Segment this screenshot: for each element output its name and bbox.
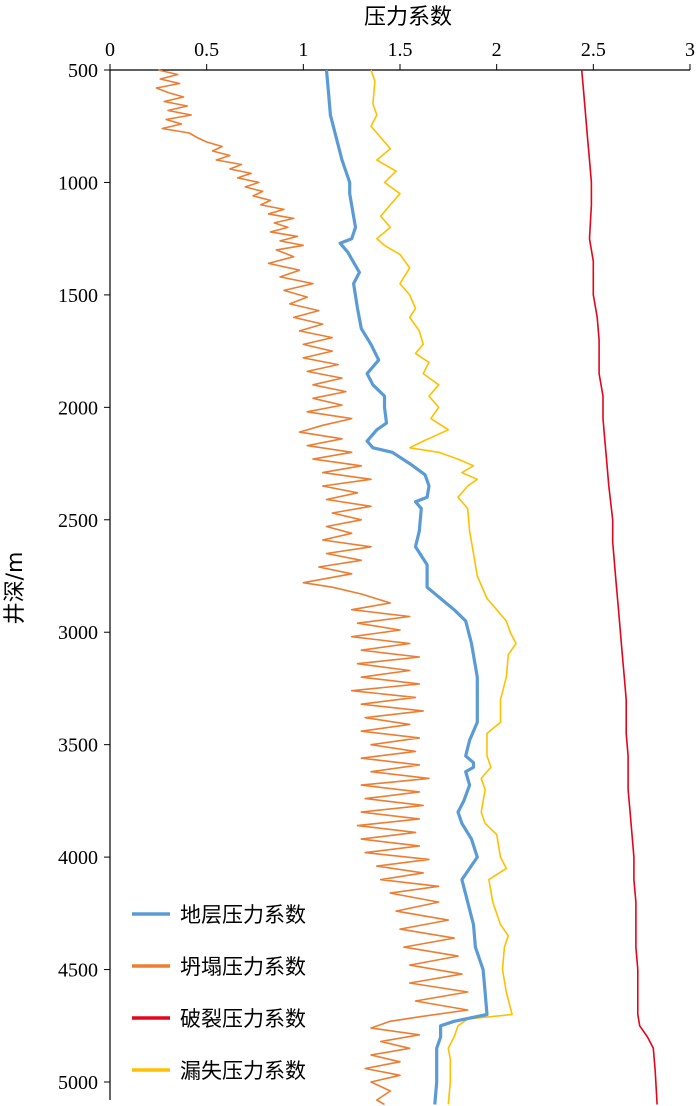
y-tick-label: 2000 <box>58 397 98 419</box>
x-tick-label: 0.5 <box>194 39 219 61</box>
series-line-0 <box>324 69 489 1105</box>
y-tick-label: 1000 <box>58 172 98 194</box>
series-line-3 <box>370 69 517 1105</box>
x-tick-label: 0 <box>105 39 115 61</box>
x-tick-label: 2 <box>492 39 502 61</box>
y-tick-label: 2500 <box>58 510 98 532</box>
y-tick-label: 1500 <box>58 285 98 307</box>
x-tick-label: 2.5 <box>581 39 606 61</box>
x-tick-label: 3 <box>685 39 695 61</box>
x-tick-label: 1.5 <box>388 39 413 61</box>
y-tick-label: 3500 <box>58 735 98 757</box>
y-tick-label: 4500 <box>58 960 98 982</box>
y-tick-label: 4000 <box>58 847 98 869</box>
legend-label: 地层压力系数 <box>180 903 306 927</box>
axes: 0 0.5 1 1.5 2 2.5 3500100015002000250030003500… <box>58 39 695 1100</box>
y-axis-title: 井深/m <box>3 552 28 625</box>
x-tick-label: 1 <box>298 39 308 61</box>
x-axis-title: 压力系数 <box>364 5 452 30</box>
series-line-1 <box>155 69 469 1106</box>
y-tick-label: 500 <box>68 60 98 82</box>
series-layer <box>155 69 658 1106</box>
legend-label: 坍塌压力系数 <box>180 955 306 979</box>
legend-label: 漏失压力系数 <box>180 1059 306 1083</box>
legend-label: 破裂压力系数 <box>180 1007 306 1031</box>
y-tick-label: 5000 <box>58 1072 98 1094</box>
series-line-2 <box>580 69 658 1105</box>
y-tick-label: 3000 <box>58 622 98 644</box>
